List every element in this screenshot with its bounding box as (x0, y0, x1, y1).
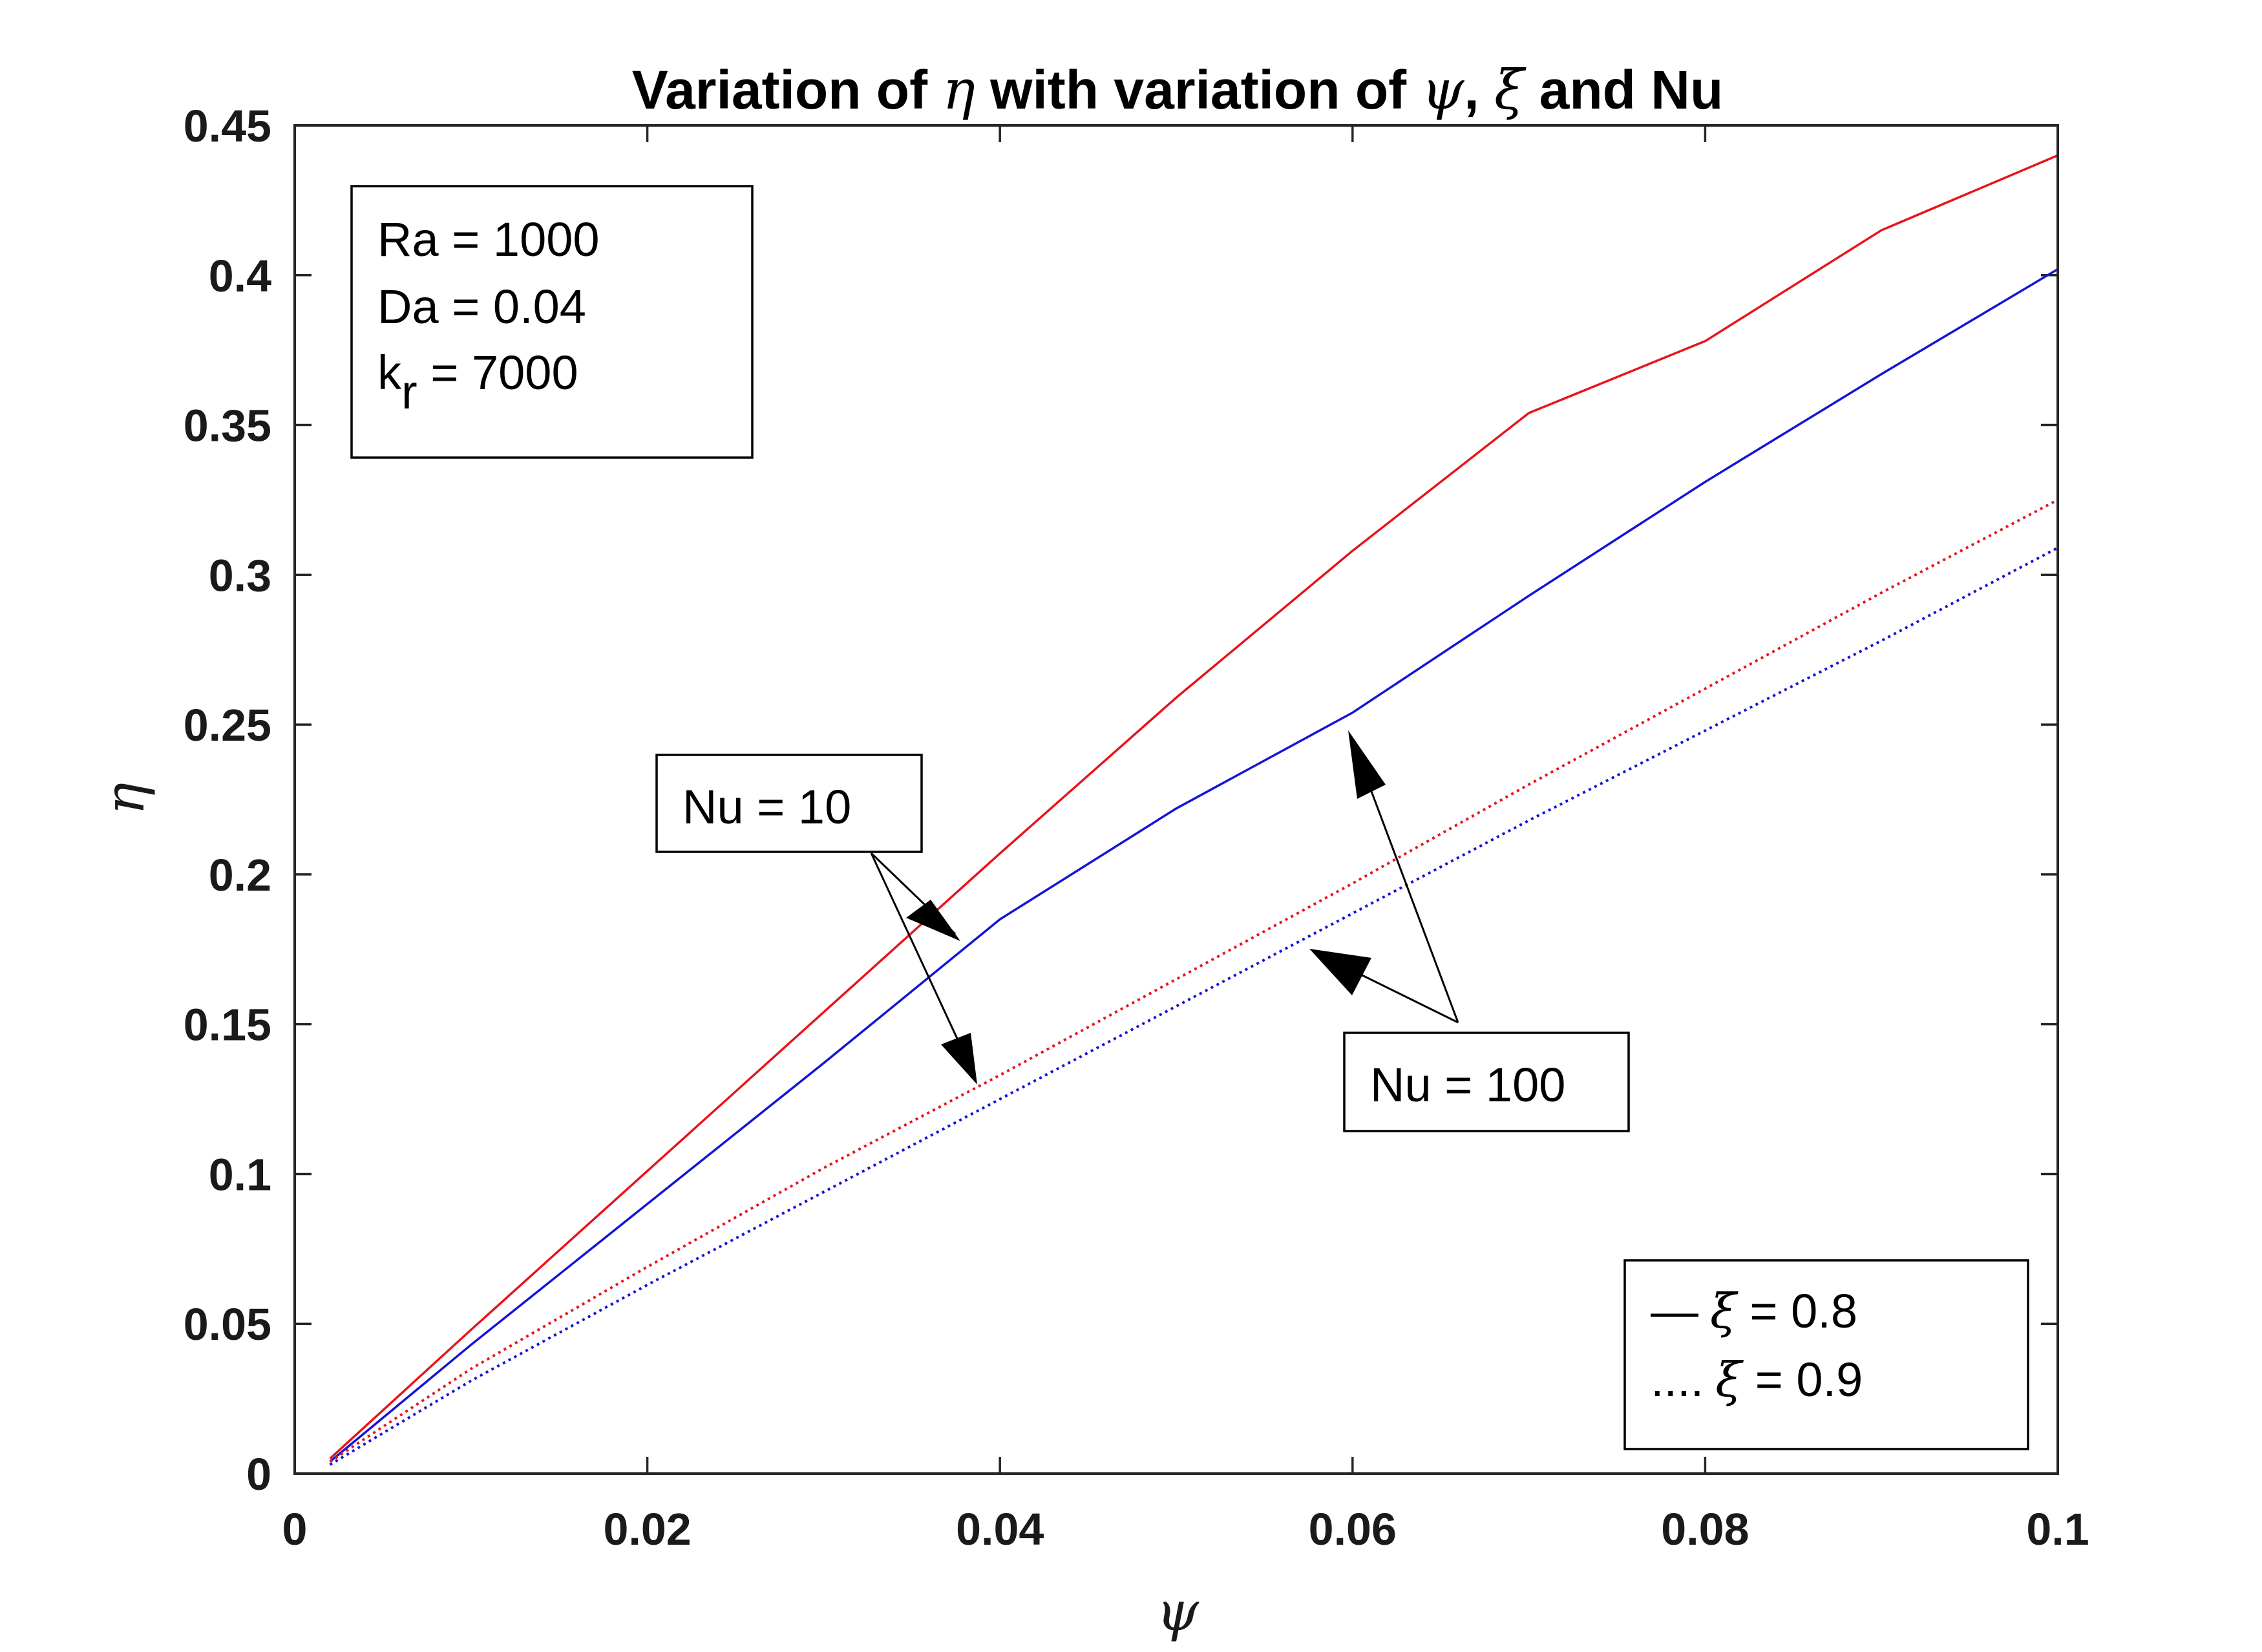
parameters-box: Ra = 1000 Da = 0.04 kr = 7000 (350, 185, 754, 459)
x-tick-label: 0.02 (603, 1504, 691, 1554)
param-kr: kr = 7000 (377, 346, 578, 419)
y-tick-label: 0.15 (184, 1000, 271, 1050)
nu100-annotation: Nu = 100 (1309, 730, 1630, 1132)
y-tick-label: 0.45 (184, 101, 271, 151)
x-tick-label: 0.08 (1661, 1504, 1749, 1554)
nu100-arrowhead-1 (1348, 730, 1386, 799)
y-tick-label: 0 (246, 1449, 271, 1499)
nu10-annotation: Nu = 10 (655, 754, 977, 1085)
y-tick-labels: 0 0.05 0.1 0.15 0.2 0.25 0.3 0.35 0.4 0.45 (184, 101, 271, 1499)
legend-entry-dotted: .... ξ = 0.9 (1651, 1352, 1863, 1408)
x-tick-label: 0.1 (2026, 1504, 2089, 1554)
nu100-label: Nu = 100 (1370, 1058, 1565, 1112)
series-line-3-dotted (329, 498, 2058, 1463)
x-tick-label: 0.04 (956, 1504, 1044, 1554)
series-line-4-dotted (329, 546, 2058, 1466)
y-tick-label: 0.4 (209, 251, 271, 301)
series-line-2-solid (329, 268, 2058, 1463)
x-tick-label: 0 (282, 1504, 308, 1554)
param-ra: Ra = 1000 (377, 213, 600, 266)
param-da: Da = 0.04 (377, 280, 586, 334)
series-line-1-solid (329, 154, 2058, 1460)
x-tick-labels: 0 0.02 0.04 0.06 0.08 0.1 (282, 1504, 2089, 1554)
nu10-label: Nu = 10 (682, 780, 851, 834)
y-tick-label: 0.35 (184, 401, 271, 451)
x-axis-label: ψ (1156, 1580, 1200, 1643)
nu100-arrow-1 (1353, 746, 1459, 1023)
x-tick-label: 0.06 (1309, 1504, 1397, 1554)
nu10-arrowhead-2 (941, 1033, 977, 1085)
y-tick-label: 0.1 (209, 1149, 271, 1200)
y-tick-label: 0.05 (184, 1299, 271, 1350)
y-tick-label: 0.3 (209, 550, 271, 600)
legend-entry-solid: — ξ = 0.8 (1651, 1284, 1857, 1339)
nu100-arrowhead-2 (1309, 949, 1371, 995)
y-axis-label: η (93, 783, 156, 815)
plot-area-frame (293, 124, 2059, 1475)
y-tick-label: 0.25 (184, 700, 271, 750)
nu10-arrowhead-1 (906, 900, 960, 941)
legend: — ξ = 0.8 .... ξ = 0.9 (1623, 1259, 2029, 1450)
series-group (329, 154, 2058, 1466)
chart-title: Variation of η with variation of ψ, ξ an… (632, 58, 1724, 122)
y-tick-label: 0.2 (209, 850, 271, 900)
